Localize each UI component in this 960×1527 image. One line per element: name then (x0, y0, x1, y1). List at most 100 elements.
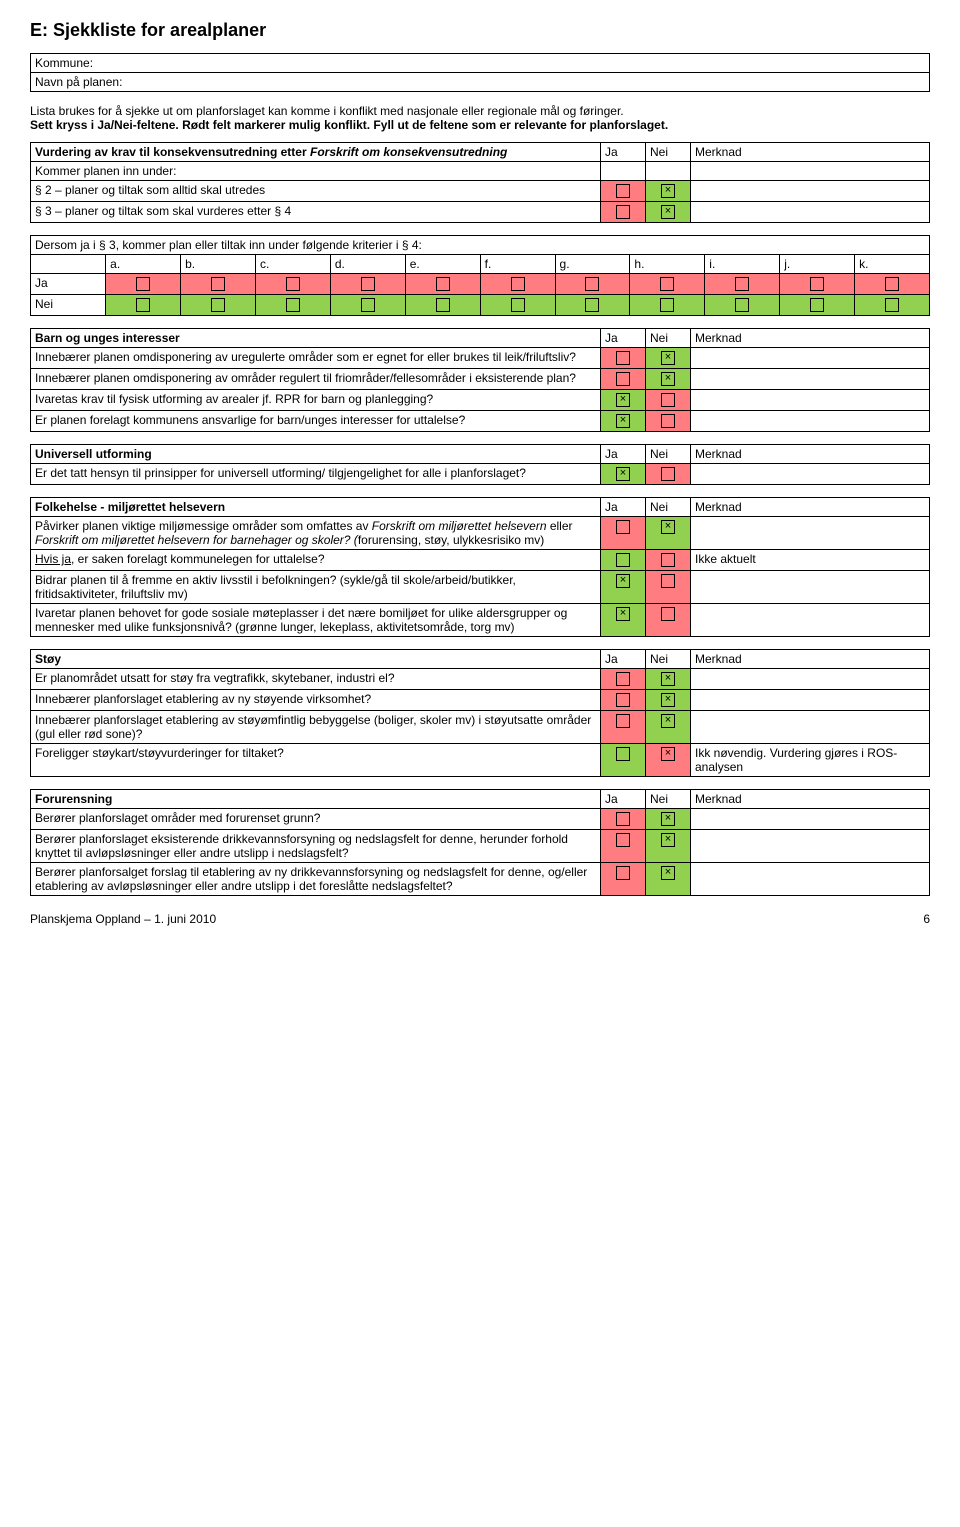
barn-r2: Innebærer planen omdisponering av område… (31, 369, 601, 390)
col-c: c. (255, 255, 330, 274)
barn-r3: Ivaretas krav til fysisk utforming av ar… (31, 390, 601, 411)
dersom-table: Dersom ja i § 3, kommer plan eller tilta… (30, 235, 930, 316)
folkehelse-r2: Hvis ja, er saken forelagt kommunelegen … (31, 550, 601, 571)
folkehelse-r2-merk: Ikke aktuelt (691, 550, 930, 571)
checkbox[interactable] (705, 295, 780, 316)
checkbox[interactable] (601, 690, 646, 711)
checkbox[interactable]: × (646, 863, 691, 896)
col-ja: Ja (601, 143, 646, 162)
checkbox[interactable] (601, 369, 646, 390)
checkbox[interactable]: × (646, 690, 691, 711)
checkbox[interactable] (780, 274, 855, 295)
checkbox[interactable] (255, 274, 330, 295)
checkbox[interactable] (646, 411, 691, 432)
checkbox[interactable] (330, 274, 405, 295)
col-merknad: Merknad (691, 498, 930, 517)
forurensning-r1: Berører planforslaget områder med forure… (31, 809, 601, 830)
dersom-nei-label: Nei (31, 295, 106, 316)
col-ja: Ja (601, 790, 646, 809)
checkbox[interactable] (106, 295, 181, 316)
checkbox[interactable]: × (601, 390, 646, 411)
col-nei: Nei (646, 498, 691, 517)
col-f: f. (480, 255, 555, 274)
checkbox[interactable] (601, 202, 646, 223)
folkehelse-r3: Bidrar planen til å fremme en aktiv livs… (31, 571, 601, 604)
checkbox[interactable] (181, 295, 256, 316)
col-ja: Ja (601, 329, 646, 348)
page-number: 6 (923, 912, 930, 926)
checkbox[interactable]: × (646, 669, 691, 690)
checkbox[interactable] (601, 550, 646, 571)
checkbox[interactable] (601, 744, 646, 777)
checkbox[interactable] (601, 669, 646, 690)
checkbox[interactable] (705, 274, 780, 295)
col-b: b. (181, 255, 256, 274)
stoy-table: Støy Ja Nei Merknad Er planområdet utsat… (30, 649, 930, 777)
checkbox[interactable] (646, 550, 691, 571)
col-ja: Ja (601, 445, 646, 464)
checkbox[interactable] (555, 274, 630, 295)
checkbox[interactable]: × (601, 464, 646, 485)
barn-r4: Er planen forelagt kommunens ansvarlige … (31, 411, 601, 432)
checkbox[interactable]: × (646, 517, 691, 550)
checkbox[interactable] (630, 274, 705, 295)
checkbox[interactable]: × (601, 411, 646, 432)
checkbox[interactable] (601, 830, 646, 863)
checkbox[interactable]: × (646, 202, 691, 223)
vurdering-row3: § 3 – planer og tiltak som skal vurderes… (31, 202, 601, 223)
col-h: h. (630, 255, 705, 274)
checkbox[interactable] (855, 295, 930, 316)
checkbox[interactable]: × (646, 711, 691, 744)
col-nei: Nei (646, 790, 691, 809)
checkbox[interactable]: × (646, 744, 691, 777)
checkbox[interactable] (780, 295, 855, 316)
checkbox[interactable]: × (601, 604, 646, 637)
checkbox[interactable] (646, 390, 691, 411)
col-nei: Nei (646, 143, 691, 162)
forurensning-r3: Berører planforsalget forslag til etable… (31, 863, 601, 896)
checkbox[interactable]: × (601, 571, 646, 604)
checkbox[interactable] (646, 571, 691, 604)
checkbox[interactable]: × (646, 809, 691, 830)
checkbox[interactable] (646, 604, 691, 637)
checkbox[interactable] (405, 295, 480, 316)
checkbox[interactable] (601, 863, 646, 896)
checkbox[interactable] (601, 809, 646, 830)
checkbox[interactable] (601, 348, 646, 369)
checkbox[interactable] (601, 517, 646, 550)
forurensning-r2: Berører planforslaget eksisterende drikk… (31, 830, 601, 863)
checkbox[interactable] (630, 295, 705, 316)
checkbox[interactable] (601, 181, 646, 202)
checkbox[interactable]: × (646, 181, 691, 202)
checkbox[interactable]: × (646, 348, 691, 369)
checkbox[interactable] (855, 274, 930, 295)
col-merknad: Merknad (691, 143, 930, 162)
checkbox[interactable] (646, 464, 691, 485)
barn-title: Barn og unges interesser (31, 329, 601, 348)
col-ja: Ja (601, 498, 646, 517)
checkbox[interactable] (106, 274, 181, 295)
kommune-table: Kommune: Navn på planen: (30, 53, 930, 92)
col-merknad: Merknad (691, 790, 930, 809)
barn-table: Barn og unges interesser Ja Nei Merknad … (30, 328, 930, 432)
intro-text: Lista brukes for å sjekke ut om planfors… (30, 104, 930, 132)
checkbox[interactable] (181, 274, 256, 295)
checkbox[interactable] (555, 295, 630, 316)
universell-r1: Er det tatt hensyn til prinsipper for un… (31, 464, 601, 485)
checkbox[interactable] (601, 711, 646, 744)
checkbox[interactable] (480, 274, 555, 295)
col-j: j. (780, 255, 855, 274)
page-title: E: Sjekkliste for arealplaner (30, 20, 930, 41)
checkbox[interactable]: × (646, 369, 691, 390)
dersom-title: Dersom ja i § 3, kommer plan eller tilta… (31, 236, 930, 255)
checkbox[interactable] (255, 295, 330, 316)
checkbox[interactable] (480, 295, 555, 316)
footer: Planskjema Oppland – 1. juni 2010 6 (30, 912, 930, 926)
checkbox[interactable] (405, 274, 480, 295)
vurdering-sub1: Kommer planen inn under: (31, 162, 601, 181)
vurdering-table: Vurdering av krav til konsekvensutrednin… (30, 142, 930, 223)
checkbox[interactable] (330, 295, 405, 316)
vurdering-row2: § 2 – planer og tiltak som alltid skal u… (31, 181, 601, 202)
folkehelse-table: Folkehelse - miljørettet helsevern Ja Ne… (30, 497, 930, 637)
checkbox[interactable]: × (646, 830, 691, 863)
